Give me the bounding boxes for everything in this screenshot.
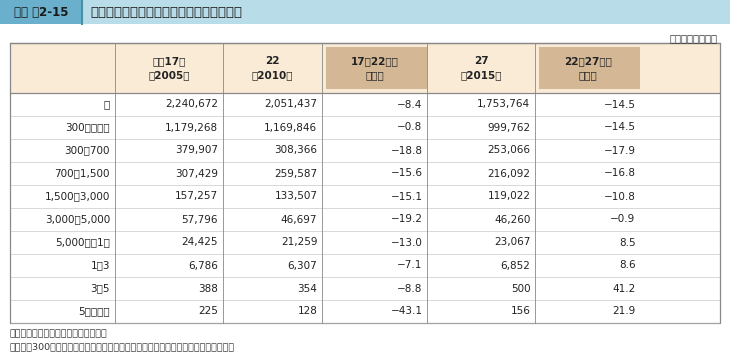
Text: 379,907: 379,907	[175, 146, 218, 156]
Bar	[10, 116, 720, 139]
Bar	[10, 208, 720, 231]
Text: −17.9: −17.9	[604, 146, 636, 156]
Text: 700～1,500: 700～1,500	[55, 168, 110, 178]
Text: 1,169,846: 1,169,846	[264, 122, 318, 132]
Bar	[10, 43, 720, 93]
Text: 46,697: 46,697	[281, 215, 318, 224]
Text: 6,852: 6,852	[501, 261, 531, 270]
Bar	[10, 43, 720, 323]
Text: 57,796: 57,796	[182, 215, 218, 224]
Text: 6,307: 6,307	[288, 261, 318, 270]
Bar	[10, 185, 720, 208]
Text: −16.8: −16.8	[604, 168, 636, 178]
Text: 388: 388	[198, 283, 218, 294]
Text: 資料：農林水産省「農林業センサス」: 資料：農林水産省「農林業センサス」	[10, 329, 108, 338]
Text: 22
（2010）: 22 （2010）	[252, 56, 293, 80]
Text: 8.5: 8.5	[619, 237, 636, 248]
Text: 300～700: 300～700	[64, 146, 110, 156]
Text: 2,051,437: 2,051,437	[264, 100, 318, 109]
Text: 300万円未満: 300万円未満	[66, 122, 110, 132]
Text: 5億円以上: 5億円以上	[78, 307, 110, 316]
Bar	[326, 47, 428, 89]
Text: 22－27年の
増減率: 22－27年の 増減率	[564, 56, 612, 80]
Text: 21,259: 21,259	[281, 237, 318, 248]
Text: 999,762: 999,762	[488, 122, 531, 132]
Text: 119,022: 119,022	[488, 191, 531, 202]
Text: 2,240,672: 2,240,672	[165, 100, 218, 109]
Text: 46,260: 46,260	[494, 215, 531, 224]
Text: −19.2: −19.2	[391, 215, 423, 224]
Text: 307,429: 307,429	[175, 168, 218, 178]
Text: 農産物販売金額規模の基幹的農業従事者数: 農産物販売金額規模の基幹的農業従事者数	[90, 5, 242, 18]
Text: 23,067: 23,067	[494, 237, 531, 248]
Bar	[10, 300, 720, 323]
Text: 156: 156	[510, 307, 531, 316]
Bar	[10, 93, 720, 116]
Text: −8.4: −8.4	[397, 100, 423, 109]
Text: −18.8: −18.8	[391, 146, 423, 156]
Bar	[0, 0, 82, 24]
Bar	[10, 162, 720, 185]
Text: 図表 特2-15: 図表 特2-15	[14, 5, 68, 18]
Bar	[10, 277, 720, 300]
Bar	[10, 231, 720, 254]
Text: 1,500～3,000: 1,500～3,000	[45, 191, 110, 202]
Text: 308,366: 308,366	[274, 146, 318, 156]
Text: 3～5: 3～5	[91, 283, 110, 294]
Text: 500: 500	[511, 283, 531, 294]
Text: 259,587: 259,587	[274, 168, 318, 178]
Text: −43.1: −43.1	[391, 307, 423, 316]
Text: 8.6: 8.6	[619, 261, 636, 270]
Bar	[10, 254, 720, 277]
Text: （単位：人、％）: （単位：人、％）	[670, 33, 718, 43]
Text: 計: 計	[104, 100, 110, 109]
Text: −14.5: −14.5	[604, 100, 636, 109]
Bar	[0, 0, 730, 24]
Text: 354: 354	[298, 283, 318, 294]
Text: 128: 128	[298, 307, 318, 316]
Text: −0.9: −0.9	[610, 215, 636, 224]
Bar	[10, 139, 720, 162]
Text: 3,000～5,000: 3,000～5,000	[45, 215, 110, 224]
Text: 21.9: 21.9	[612, 307, 636, 316]
Text: 17－22年の
増減率: 17－22年の 増減率	[351, 56, 399, 80]
Text: −7.1: −7.1	[397, 261, 423, 270]
Text: −15.6: −15.6	[391, 168, 423, 178]
Text: 24,425: 24,425	[182, 237, 218, 248]
Text: 27
（2015）: 27 （2015）	[461, 56, 502, 80]
Text: 注：「300万円未満」に販売なしは含まないため、計と内訳の合計は一致しない。: 注：「300万円未満」に販売なしは含まないため、計と内訳の合計は一致しない。	[10, 342, 235, 351]
Text: 6,786: 6,786	[188, 261, 218, 270]
Text: 5,000万～1億: 5,000万～1億	[55, 237, 110, 248]
Text: 1,753,764: 1,753,764	[477, 100, 531, 109]
Text: 225: 225	[198, 307, 218, 316]
Text: −15.1: −15.1	[391, 191, 423, 202]
Text: 216,092: 216,092	[488, 168, 531, 178]
Text: −13.0: −13.0	[391, 237, 423, 248]
Text: 253,066: 253,066	[488, 146, 531, 156]
Text: −10.8: −10.8	[604, 191, 636, 202]
Text: 157,257: 157,257	[175, 191, 218, 202]
Text: 1,179,268: 1,179,268	[165, 122, 218, 132]
Text: 平成17年
（2005）: 平成17年 （2005）	[148, 56, 190, 80]
Text: 41.2: 41.2	[612, 283, 636, 294]
Text: −14.5: −14.5	[604, 122, 636, 132]
Text: 1～3: 1～3	[91, 261, 110, 270]
Text: 133,507: 133,507	[274, 191, 318, 202]
Bar	[539, 47, 640, 89]
Text: −0.8: −0.8	[397, 122, 423, 132]
Text: −8.8: −8.8	[397, 283, 423, 294]
